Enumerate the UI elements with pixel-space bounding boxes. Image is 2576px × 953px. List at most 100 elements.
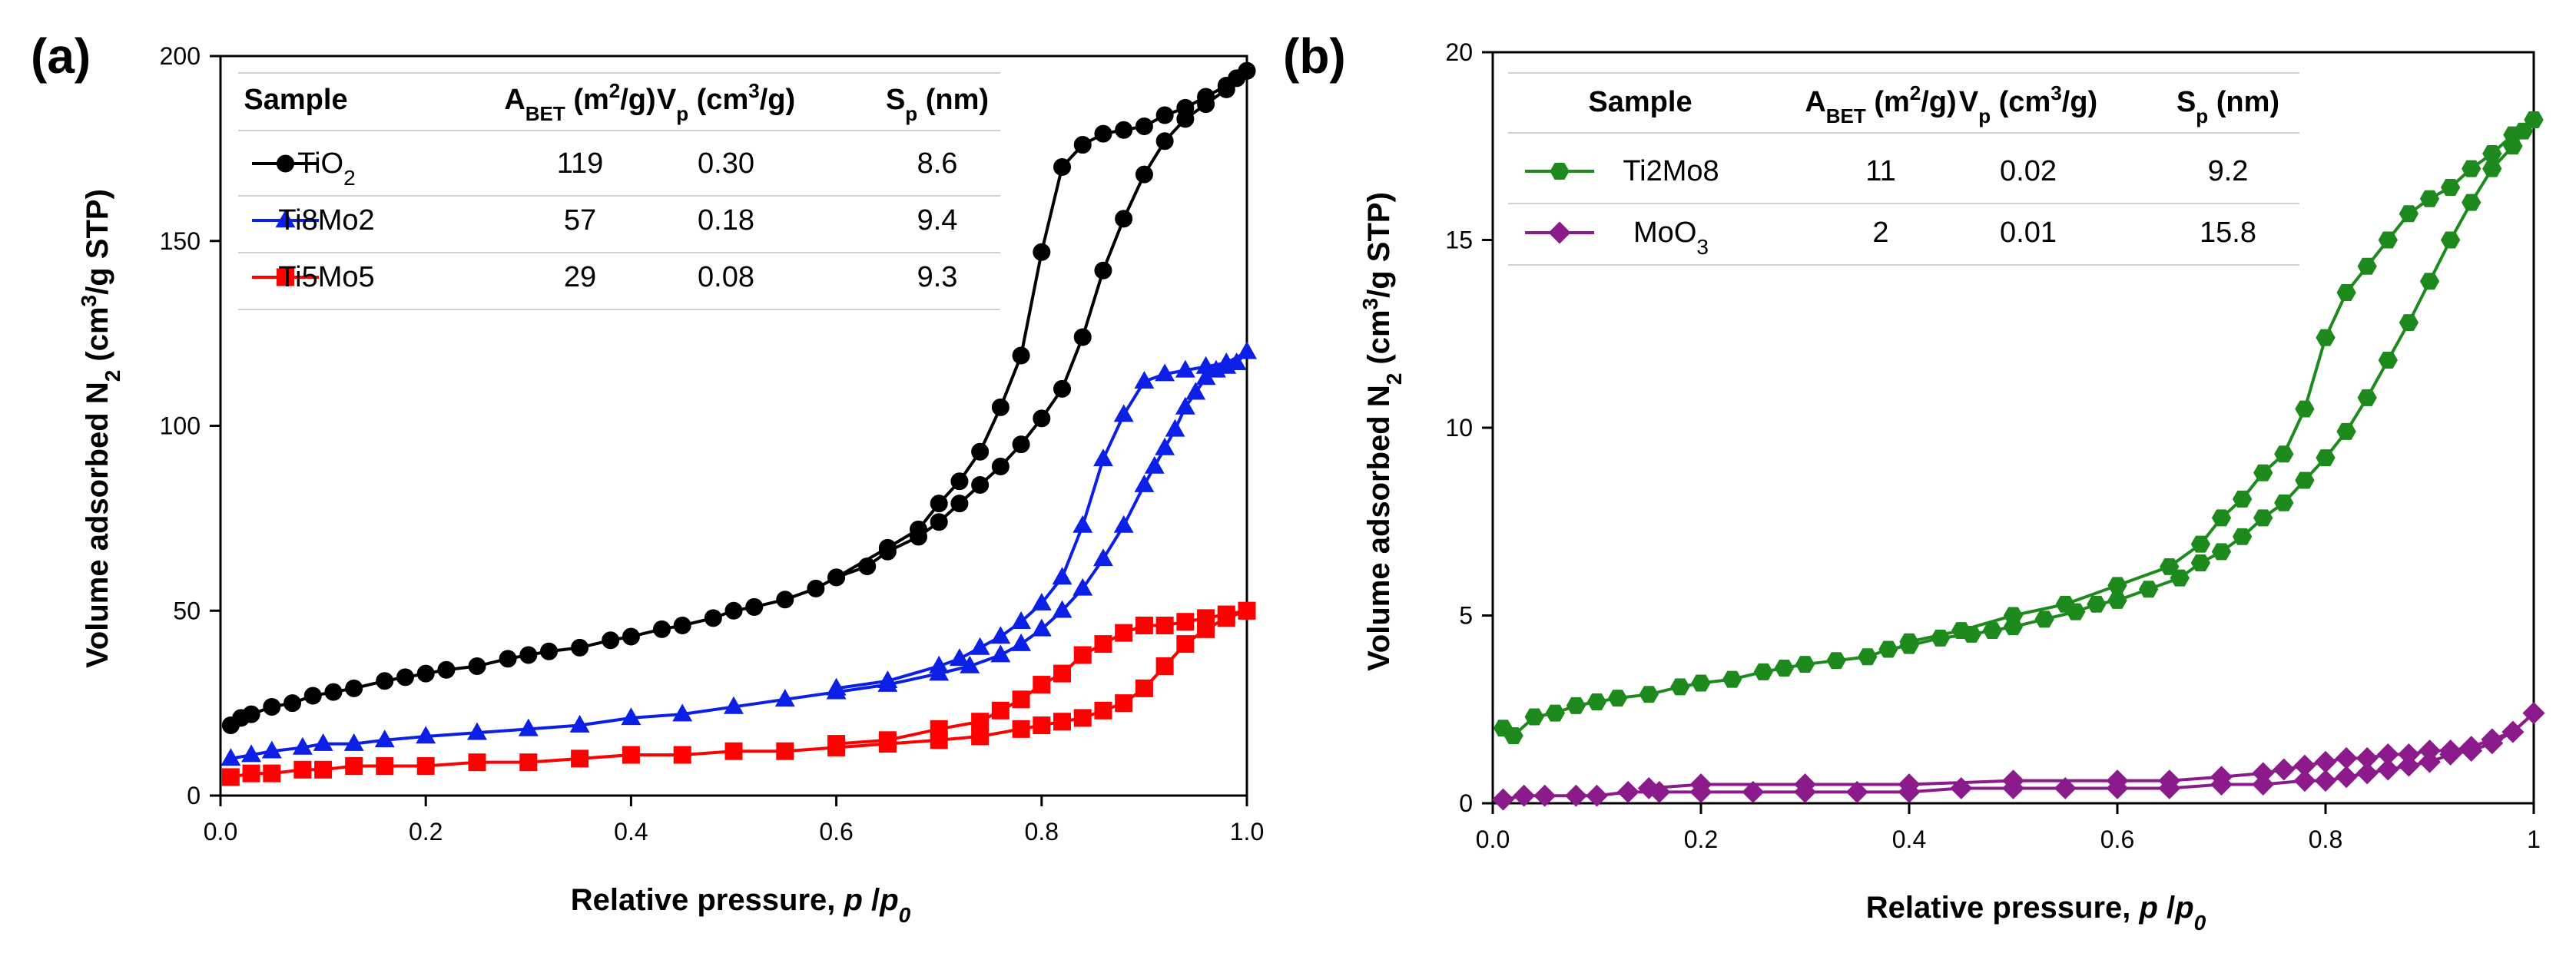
TiO2-adsorption-point xyxy=(673,617,691,635)
Ti5Mo5-adsorption-point xyxy=(416,756,435,775)
Ti8Mo2-adsorption-point xyxy=(672,703,693,722)
series-TiO2 xyxy=(221,61,1256,735)
Ti2Mo8-adsorption-point xyxy=(2190,554,2211,572)
Ti5Mo5-adsorption-point xyxy=(1115,694,1133,713)
x-tick-label-b: 0.4 xyxy=(1892,826,1926,853)
TiO2-adsorption-point xyxy=(324,683,343,701)
Ti8Mo2-adsorption-point xyxy=(1155,437,1175,455)
table-cell-abet: 2 xyxy=(1872,217,1888,249)
Ti2Mo8-adsorption-point xyxy=(1722,670,1742,688)
table-header-abet: ABET (m2/g) xyxy=(504,79,655,125)
table-header-part: V xyxy=(1959,86,1979,118)
Ti8Mo2-desorption-point xyxy=(1113,404,1134,422)
Ti2Mo8-adsorption-point xyxy=(1753,663,1773,680)
TiO2-adsorption-point xyxy=(745,597,764,616)
Ti5Mo5-adsorption-point xyxy=(1094,701,1112,720)
Ti8Mo2-desorption-point xyxy=(1134,371,1155,389)
y-axis-title-a: Volume adsorbed N2 (cm3/g STP) xyxy=(77,189,124,668)
legend-table-a: Sample ABET (m2/g) Vp (cm3/g) Sp (nm)TiO2 11… xyxy=(238,72,1000,310)
Ti8Mo2-adsorption-point xyxy=(261,740,282,759)
Ti2Mo8-adsorption-point xyxy=(1670,678,1690,696)
Ti8Mo2-adsorption-point xyxy=(343,733,364,751)
Ti8Mo2-adsorption-point xyxy=(1144,455,1165,474)
Ti5Mo5-desorption-point xyxy=(1135,617,1153,635)
Ti2Mo8-adsorption-point xyxy=(1858,648,1878,666)
Ti5Mo5-adsorption-point xyxy=(345,756,363,775)
Ti5Mo5-adsorption-point xyxy=(971,727,990,746)
MoO3-adsorption-point xyxy=(2397,754,2420,777)
y-tick-label-a: 150 xyxy=(160,227,201,255)
Ti8Mo2-adsorption-point xyxy=(292,736,313,755)
x-tick-label-a: 0.4 xyxy=(614,818,648,845)
MoO3-adsorption-point xyxy=(2054,776,2077,799)
series-Ti2Mo8 xyxy=(1493,111,2544,744)
TiO2-desorption-point xyxy=(991,398,1010,416)
table-cell-vp: 0.02 xyxy=(2000,155,2057,187)
TiO2-adsorption-point xyxy=(396,668,414,687)
table-header-part: S xyxy=(886,84,905,116)
Ti8Mo2-desorption-point xyxy=(1031,592,1052,611)
TiO2-adsorption-point xyxy=(571,638,589,657)
MoO3-adsorption-point xyxy=(2376,758,2399,781)
Ti5Mo5-adsorption-point xyxy=(571,749,589,768)
x-tick-label-a: 0.0 xyxy=(204,818,237,845)
MoO3-adsorption-point xyxy=(1950,776,1973,799)
MoO3-desorption-point xyxy=(2376,743,2399,766)
Ti2Mo8-adsorption-point xyxy=(2462,194,2482,211)
TiO2-desorption-point xyxy=(950,472,969,491)
Ti5Mo5-adsorption-point xyxy=(622,746,640,764)
sample-name: Ti2Mo8 xyxy=(1623,155,1719,187)
MoO3-adsorption-point xyxy=(2293,769,2316,793)
Ti2Mo8-adsorption-point xyxy=(2378,352,2398,369)
Ti5Mo5-adsorption-point xyxy=(776,742,794,760)
Ti5Mo5-desorption-point xyxy=(1176,613,1195,631)
table-row: Ti8Mo2 57 0.18 9.4 xyxy=(238,204,1000,253)
MoO3-desorption-point xyxy=(1637,776,1660,799)
Ti5Mo5-adsorption-point xyxy=(724,742,743,760)
table-header-sample: Sample xyxy=(244,84,347,116)
Ti2Mo8-desorption-point xyxy=(2253,464,2273,481)
table-header-part: 2 xyxy=(1910,81,1921,104)
Ti8Mo2-adsorption-point xyxy=(1093,548,1113,567)
table-header-part: 2 xyxy=(609,79,620,102)
panel-a-label: (a) xyxy=(31,28,91,84)
table-cell-vp: 0.18 xyxy=(698,204,754,237)
series-Ti5Mo5 xyxy=(221,601,1256,786)
Ti2Mo8-adsorption-point xyxy=(2170,569,2190,587)
Ti8Mo2-adsorption-point xyxy=(313,733,333,751)
Ti8Mo2-desorption-point xyxy=(1175,359,1195,378)
table-header-part: (m xyxy=(565,84,609,116)
Ti8Mo2-desorption-point xyxy=(929,655,950,673)
MoO3-desorption-point xyxy=(2252,762,2275,785)
MoO3-desorption-point xyxy=(2158,769,2181,793)
Ti8Mo2-adsorption-point xyxy=(1134,474,1155,492)
Ti2Mo8-desorption-point xyxy=(2232,490,2253,508)
Ti5Mo5-desorption-point xyxy=(878,731,897,749)
Ti2Mo8-adsorption-point xyxy=(1503,727,1523,744)
Ti5Mo5-adsorption-point xyxy=(314,760,333,779)
panel-a: (a) 0.0 0.2 0.4 0.6 0.8 1.0 0 50 100 150 200 Sampl… xyxy=(31,28,1264,927)
x-tick-label-a: 0.6 xyxy=(819,818,853,845)
table-cell-abet: 11 xyxy=(1865,155,1895,187)
Ti2Mo8-adsorption-point xyxy=(2440,231,2461,249)
Ti2Mo8-desorption-point xyxy=(2440,179,2461,197)
table-cell-vp: 0.01 xyxy=(2000,217,2057,249)
table-cell-sp: 9.2 xyxy=(2208,155,2249,187)
Ti5Mo5-adsorption-point xyxy=(1176,635,1195,654)
Ti8Mo2-desorption-point xyxy=(1093,448,1113,467)
MoO3-adsorption-point xyxy=(2419,750,2441,773)
Ti8Mo2-desorption-point xyxy=(1011,611,1032,629)
panel-b-label: (b) xyxy=(1283,28,1346,84)
Ti2Mo8-adsorption-point xyxy=(1878,640,1898,658)
TiO2-desorption-point xyxy=(1135,117,1153,135)
TiO2-desorption-point xyxy=(1012,346,1030,365)
Ti2Mo8-desorption-point xyxy=(2524,111,2544,128)
Ti8Mo2-adsorption-point xyxy=(518,718,539,736)
TiO2-adsorption-point xyxy=(499,650,517,668)
MoO3-desorption-point xyxy=(2210,766,2233,789)
TiO2-adsorption-point xyxy=(858,557,877,575)
MoO3-desorption-point xyxy=(2273,758,2296,781)
MoO3-adsorption-point xyxy=(2252,773,2275,796)
y-tick-label-a: 200 xyxy=(160,42,201,70)
Ti8Mo2-adsorption-point xyxy=(241,744,262,763)
